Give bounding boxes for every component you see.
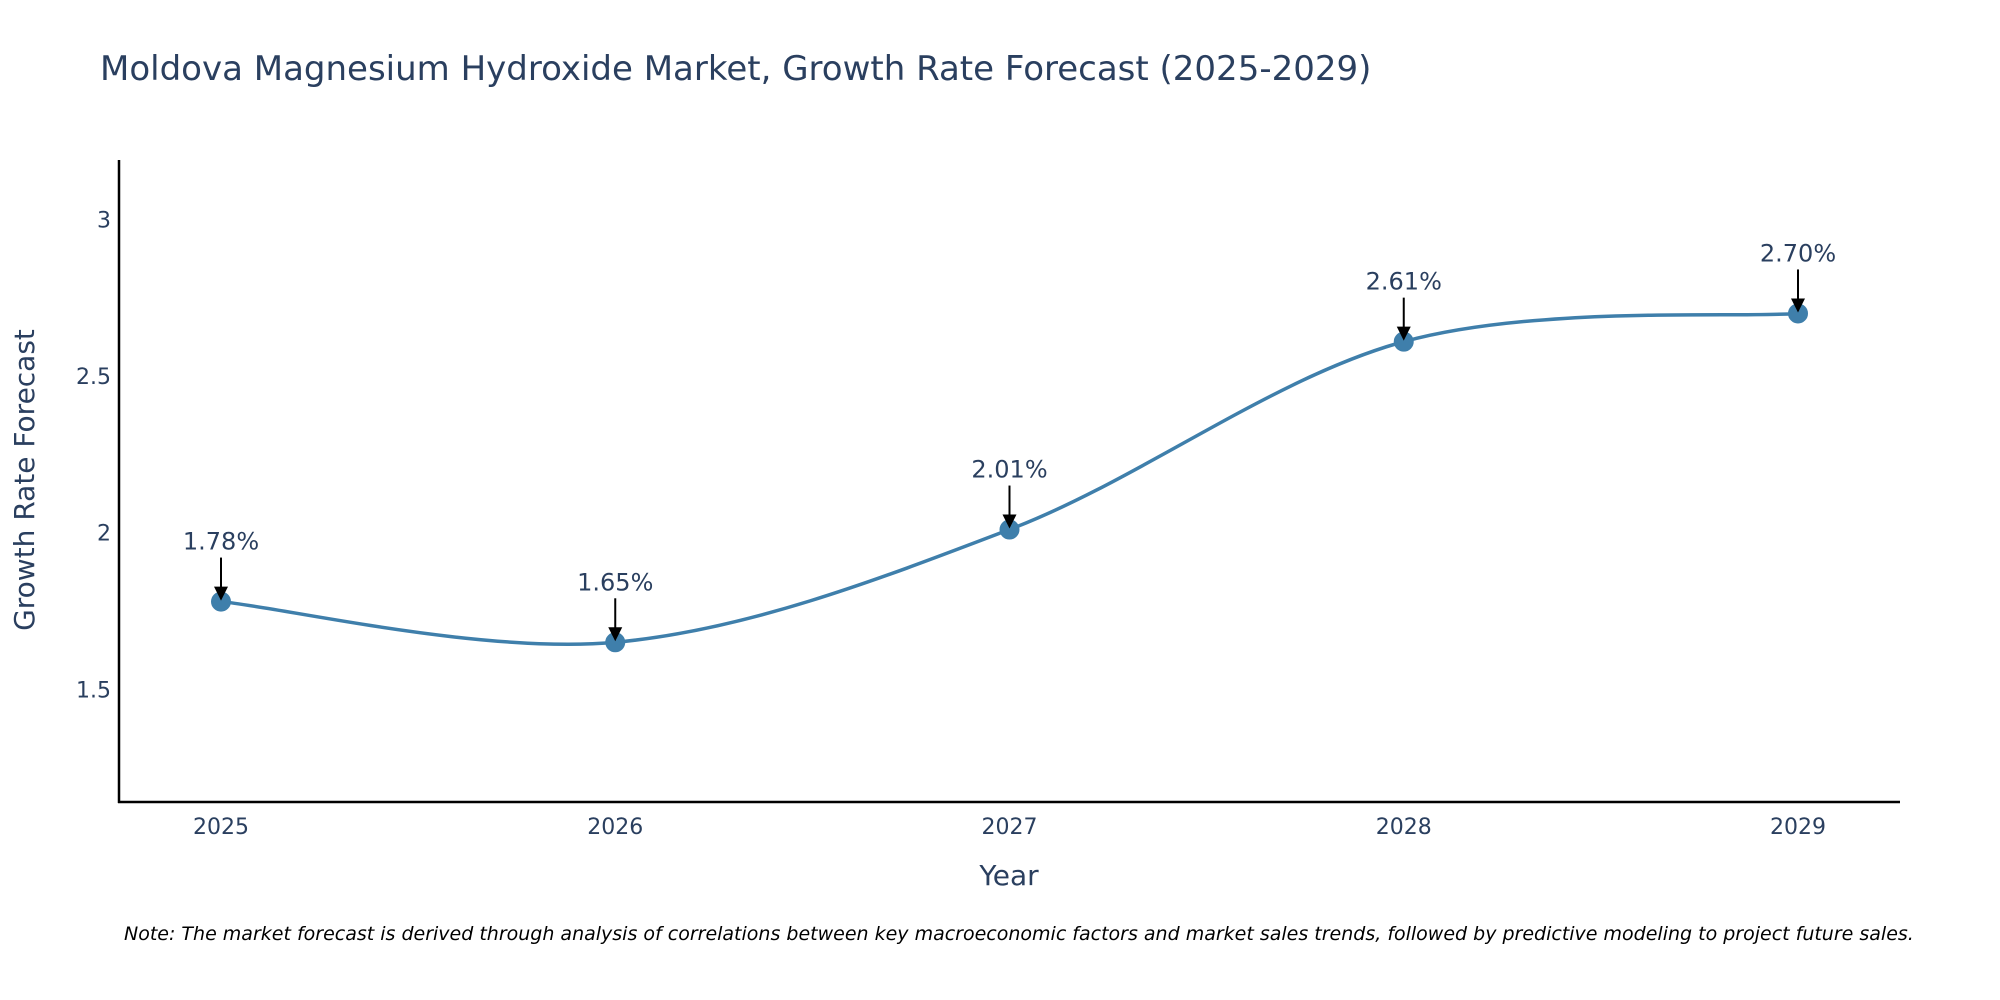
data-annotations: 1.78% 1.65% 2.01% 2.61% 2.70%: [183, 239, 1836, 642]
data-annotation: 2.61%: [1366, 268, 1442, 341]
axes: [117, 160, 1900, 804]
data-label: 2.61%: [1366, 268, 1442, 296]
data-annotation: 1.78%: [183, 528, 259, 601]
data-label: 2.01%: [971, 456, 1047, 484]
annotation-arrow-head: [1396, 326, 1411, 341]
y-tick-label: 1.5: [76, 678, 111, 703]
data-label: 2.70%: [1760, 239, 1836, 267]
footnote: Note: The market forecast is derived thr…: [124, 923, 1914, 945]
y-tick-label: 3: [97, 209, 111, 234]
data-annotation: 2.01%: [971, 456, 1048, 529]
data-annotation: 2.70%: [1760, 239, 1836, 313]
x-tick-label: 2029: [1770, 815, 1826, 840]
x-axis-title: Year: [978, 859, 1039, 892]
annotation-arrow-head: [608, 627, 623, 642]
x-tick-labels: 2025 2026 2027 2028 2029: [193, 815, 1826, 840]
x-tick-label: 2028: [1376, 815, 1432, 840]
y-tick-labels: 1.5 2 2.5 3: [76, 209, 111, 704]
annotation-arrow-head: [214, 586, 228, 601]
data-label: 1.65%: [577, 568, 653, 596]
y-tick-label: 2: [97, 522, 111, 547]
data-annotation: 1.65%: [577, 568, 653, 642]
x-tick-label: 2026: [587, 815, 643, 840]
y-tick-label: 2.5: [76, 365, 111, 390]
data-label: 1.78%: [183, 528, 259, 556]
chart-title: Moldova Magnesium Hydroxide Market, Grow…: [100, 49, 1371, 89]
annotation-arrow-head: [1791, 298, 1805, 313]
y-axis-title: Growth Rate Forecast: [8, 329, 41, 631]
annotation-arrow-head: [1002, 514, 1017, 529]
x-tick-label: 2027: [982, 815, 1038, 840]
x-tick-label: 2025: [193, 815, 249, 840]
